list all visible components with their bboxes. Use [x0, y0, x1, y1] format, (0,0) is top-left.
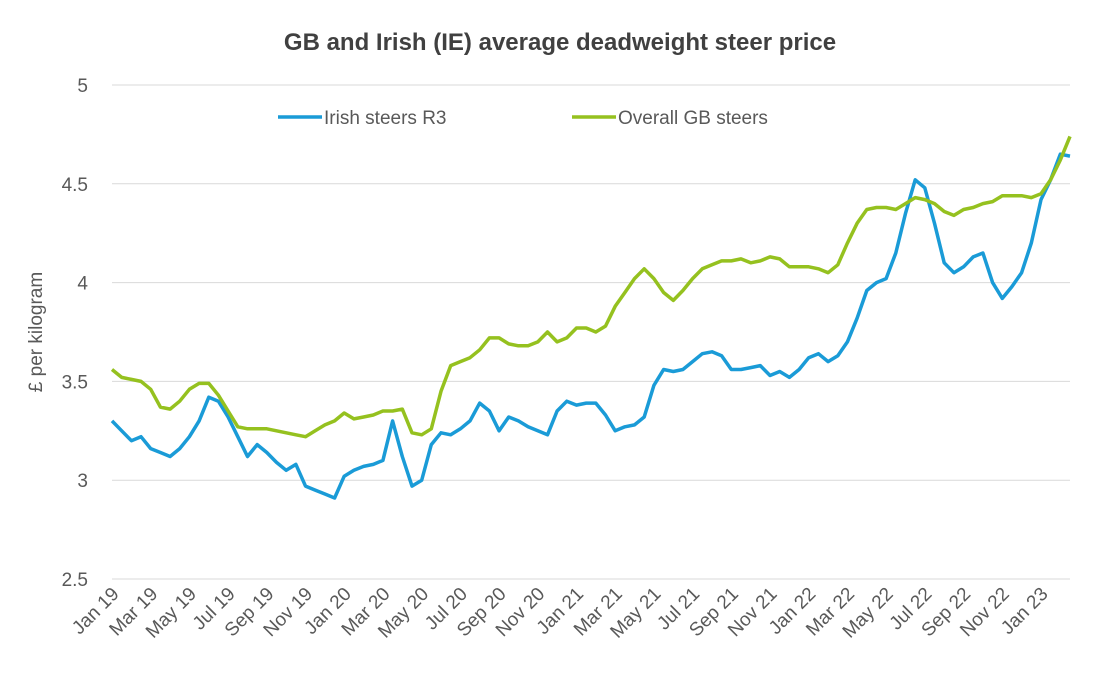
y-tick-label: 3	[77, 471, 88, 492]
series-line	[110, 152, 1071, 500]
y-tick-label: 3.5	[62, 372, 88, 393]
y-tick-label: 2.5	[62, 570, 88, 591]
legend-label: Irish steers R3	[324, 108, 446, 129]
series-line	[110, 135, 1072, 439]
y-tick-label: 5	[77, 76, 88, 97]
y-tick-label: 4	[77, 274, 88, 295]
y-tick-label: 4.5	[62, 175, 88, 196]
y-axis-label: £ per kilogram	[26, 272, 47, 392]
legend-label: Overall GB steers	[618, 108, 768, 129]
chart-title: GB and Irish (IE) average deadweight ste…	[284, 29, 836, 56]
